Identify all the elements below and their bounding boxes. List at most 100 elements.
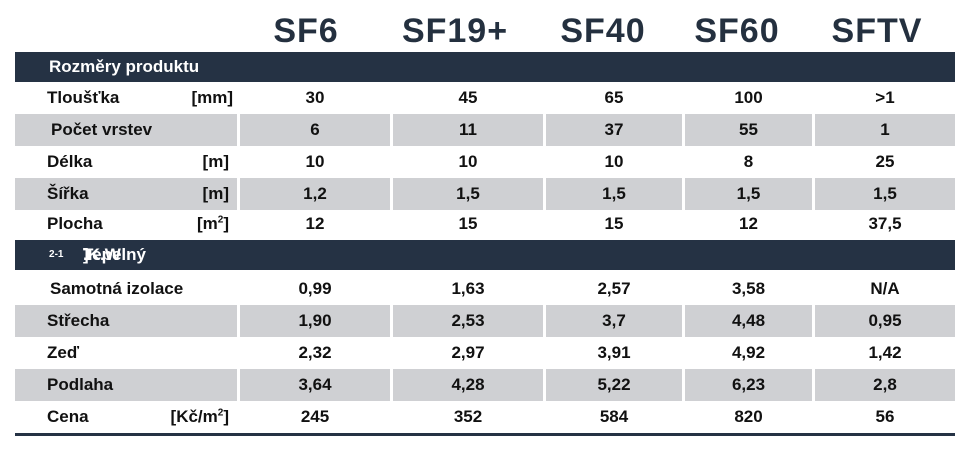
cell-value: 10 [604, 152, 624, 171]
cell-value: 1,63 [451, 279, 485, 298]
row-label: Šířka [m] [15, 178, 237, 210]
row-unit: [mm] [191, 88, 233, 107]
product-header-sf60: SF60 [694, 12, 780, 50]
row-label-text: Šířka [47, 184, 89, 203]
row-label: Samotná izolace [15, 273, 237, 305]
unit-text: [Kč/m [170, 407, 218, 426]
section-title-sup-2: -1 [54, 249, 64, 260]
table-row-floor: Podlaha 3,64 4,28 5,22 6,23 2,8 [15, 369, 955, 401]
cell-value: 11 [393, 114, 543, 146]
cell-value: 1,5 [393, 178, 543, 210]
cell-value: 30 [305, 88, 325, 107]
section-header-dimensions: Rozměry produktu [15, 52, 955, 82]
cell-value: 3,91 [597, 343, 631, 362]
section-title: Rozměry produktu [49, 57, 200, 76]
cell-value: 3,7 [546, 305, 682, 337]
row-label-text: Cena [47, 407, 89, 426]
unit-close: ] [223, 214, 229, 233]
cell-value: 37,5 [868, 214, 902, 233]
table-row-width: Šířka [m] 1,2 1,5 1,5 1,5 1,5 [15, 178, 955, 210]
cell-value: 0,95 [815, 305, 955, 337]
cell-value: 1,2 [240, 178, 390, 210]
unit-text: [m [196, 214, 218, 233]
cell-value: 100 [734, 88, 763, 107]
unit-close: ] [223, 407, 229, 426]
cell-value: 12 [739, 214, 758, 233]
cell-value: 6,23 [685, 369, 812, 401]
row-label: Tloušťka [mm] [15, 82, 237, 114]
cell-value: 56 [875, 407, 895, 426]
product-header-sf40: SF40 [560, 12, 646, 50]
cell-value: 6 [240, 114, 390, 146]
cell-value: >1 [875, 88, 895, 107]
row-label: Střecha [15, 305, 237, 337]
table-row-layers: Počet vrstev 6 11 37 55 1 [15, 114, 955, 146]
row-unit: [m2] [197, 214, 229, 234]
cell-value: 3,64 [240, 369, 390, 401]
cell-value: 10 [305, 152, 325, 171]
row-label: Cena [Kč/m2] [15, 401, 237, 433]
cell-value: 820 [734, 407, 763, 426]
row-label-text: Podlaha [47, 375, 114, 394]
cell-value: 1,42 [868, 343, 902, 362]
cell-value: N/A [870, 279, 900, 298]
cell-value: 55 [685, 114, 812, 146]
row-label: Délka [m] [15, 146, 237, 178]
cell-value: 2,57 [597, 279, 631, 298]
cell-value: 352 [453, 407, 483, 426]
row-label: Počet vrstev [15, 114, 237, 146]
row-label-text: Plocha [47, 214, 103, 233]
row-unit: [Kč/m2] [171, 407, 229, 427]
cell-value: 3,58 [731, 279, 766, 298]
cell-value: 1,5 [815, 178, 955, 210]
row-unit: [m] [202, 152, 229, 171]
row-label: Zeď [15, 337, 237, 369]
cell-value: 8 [743, 152, 754, 171]
cell-value: 0,99 [298, 279, 332, 298]
row-label-text: Střecha [47, 311, 110, 330]
cell-value: 2,32 [298, 343, 332, 362]
row-label: Podlaha [15, 369, 237, 401]
table-row-insulation-only: Samotná izolace 0,99 1,63 2,57 3,58 N/A [15, 273, 955, 305]
table-row-thickness: Tloušťka [mm] 30 45 65 100 >1 [15, 82, 955, 114]
table-row-area: Plocha [m2] 12 15 15 12 37,5 [15, 208, 955, 240]
product-header-sf19: SF19+ [401, 12, 509, 50]
cell-value: 5,22 [546, 369, 682, 401]
cell-value: 1,5 [685, 178, 812, 210]
cell-value: 584 [599, 407, 629, 426]
cell-value: 65 [604, 88, 624, 107]
cell-value: 2,97 [451, 343, 485, 362]
cell-value: 1,5 [546, 178, 682, 210]
product-header-sftv: SFTV [831, 12, 923, 50]
table-row-price: Cena [Kč/m2] 245 352 584 820 56 [15, 401, 955, 433]
cell-value: 4,92 [731, 343, 766, 362]
cell-value: 4,28 [393, 369, 543, 401]
row-unit: [m] [202, 184, 229, 203]
cell-value: 245 [300, 407, 330, 426]
product-header-sf6: SF6 [273, 12, 339, 50]
row-label-text: Zeď [47, 343, 80, 362]
cell-value: 1 [815, 114, 955, 146]
cell-value: 12 [305, 214, 325, 233]
section-header-thermal-resistance: Tepelný odpor R [m2.K.W-1] [15, 240, 955, 324]
unit-superscript: 2 [217, 214, 224, 226]
row-label-text: Samotná izolace [50, 279, 184, 298]
cell-value: 15 [604, 214, 624, 233]
unit-superscript: 2 [217, 407, 224, 419]
row-label-text: Tloušťka [47, 88, 120, 107]
cell-value: 25 [875, 152, 895, 171]
cell-value: 15 [458, 214, 478, 233]
cell-value: 37 [546, 114, 682, 146]
table-row-wall: Zeď 2,32 2,97 3,91 4,92 1,42 [15, 337, 955, 369]
section-title: Tepelný odpor R [m2.K.W-1] [49, 240, 146, 324]
row-label-text: Počet vrstev [51, 120, 153, 139]
cell-value: 2,8 [815, 369, 955, 401]
cell-value: 4,48 [685, 305, 812, 337]
cell-value: 1,90 [240, 305, 390, 337]
table-row-roof: Střecha 1,90 2,53 3,7 4,48 0,95 [15, 305, 955, 337]
section-title-mid: .K.W [83, 245, 121, 264]
row-label-text: Délka [47, 152, 93, 171]
cell-value: 10 [458, 152, 478, 171]
row-label: Plocha [m2] [15, 208, 237, 240]
section-title-end: ] [83, 245, 89, 264]
